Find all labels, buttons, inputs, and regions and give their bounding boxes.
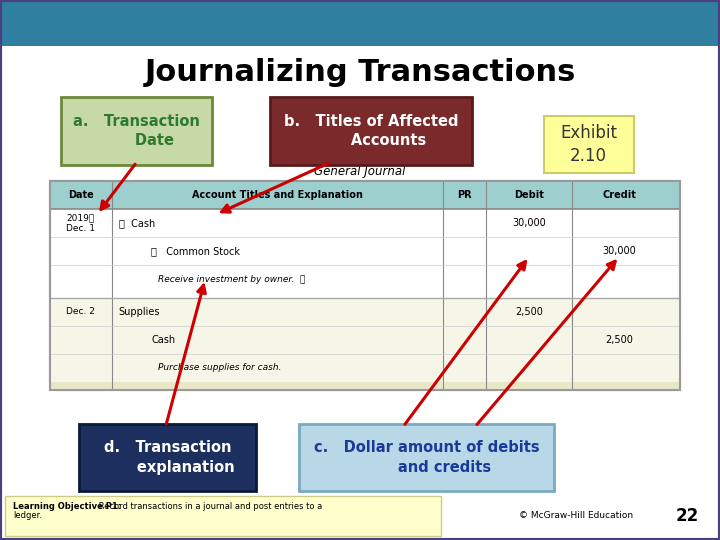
Bar	[50, 382, 680, 390]
Text: Account Titles and Explanation: Account Titles and Explanation	[192, 190, 363, 200]
Text: © McGraw-Hill Education: © McGraw-Hill Education	[519, 511, 633, 520]
Text: a.   Transaction
       Date: a. Transaction Date	[73, 113, 200, 148]
Text: Purchase supplies for cash.: Purchase supplies for cash.	[158, 363, 282, 372]
Text: Ⓐ  Cash: Ⓐ Cash	[119, 218, 155, 228]
FancyBboxPatch shape	[270, 97, 472, 165]
Text: Exhibit
2.10: Exhibit 2.10	[560, 124, 617, 165]
Text: Journalizing Transactions: Journalizing Transactions	[144, 58, 576, 87]
Text: 22: 22	[676, 507, 699, 525]
Bar	[50, 298, 680, 382]
Text: 30,000: 30,000	[603, 246, 636, 256]
Text: Receive investment by owner.  ⓓ: Receive investment by owner. ⓓ	[158, 275, 306, 284]
Text: Learning Objective P1:: Learning Objective P1:	[13, 502, 121, 511]
FancyBboxPatch shape	[299, 424, 554, 491]
Text: 30,000: 30,000	[513, 218, 546, 228]
FancyBboxPatch shape	[79, 424, 256, 491]
Text: 2,500: 2,500	[516, 307, 543, 316]
FancyBboxPatch shape	[544, 116, 634, 173]
Text: b.   Titles of Affected
       Accounts: b. Titles of Affected Accounts	[284, 113, 458, 148]
Text: 2019Ⓐ: 2019Ⓐ	[66, 213, 95, 222]
Text: Record transactions in a journal and post entries to a: Record transactions in a journal and pos…	[96, 502, 322, 511]
Text: Credit: Credit	[602, 190, 636, 200]
Bar	[50, 181, 680, 390]
Text: Ⓜ   Common Stock: Ⓜ Common Stock	[151, 246, 240, 256]
Text: ledger.: ledger.	[13, 511, 42, 519]
Text: 2,500: 2,500	[606, 335, 633, 345]
Text: Dec. 2: Dec. 2	[66, 307, 95, 316]
Text: General Journal: General Journal	[315, 165, 405, 178]
Text: Cash: Cash	[151, 335, 176, 345]
Text: d.   Transaction
       explanation: d. Transaction explanation	[101, 440, 234, 475]
Text: PR: PR	[457, 190, 472, 200]
Bar	[0, 0, 720, 46]
Text: Supplies: Supplies	[119, 307, 161, 316]
Text: Date: Date	[68, 190, 94, 200]
Text: Dec. 1: Dec. 1	[66, 224, 95, 233]
FancyBboxPatch shape	[61, 97, 212, 165]
FancyBboxPatch shape	[5, 496, 441, 536]
Bar	[50, 181, 680, 209]
Bar	[50, 181, 680, 390]
Text: Debit: Debit	[514, 190, 544, 200]
Text: c.   Dollar amount of debits
       and credits: c. Dollar amount of debits and credits	[314, 440, 539, 475]
